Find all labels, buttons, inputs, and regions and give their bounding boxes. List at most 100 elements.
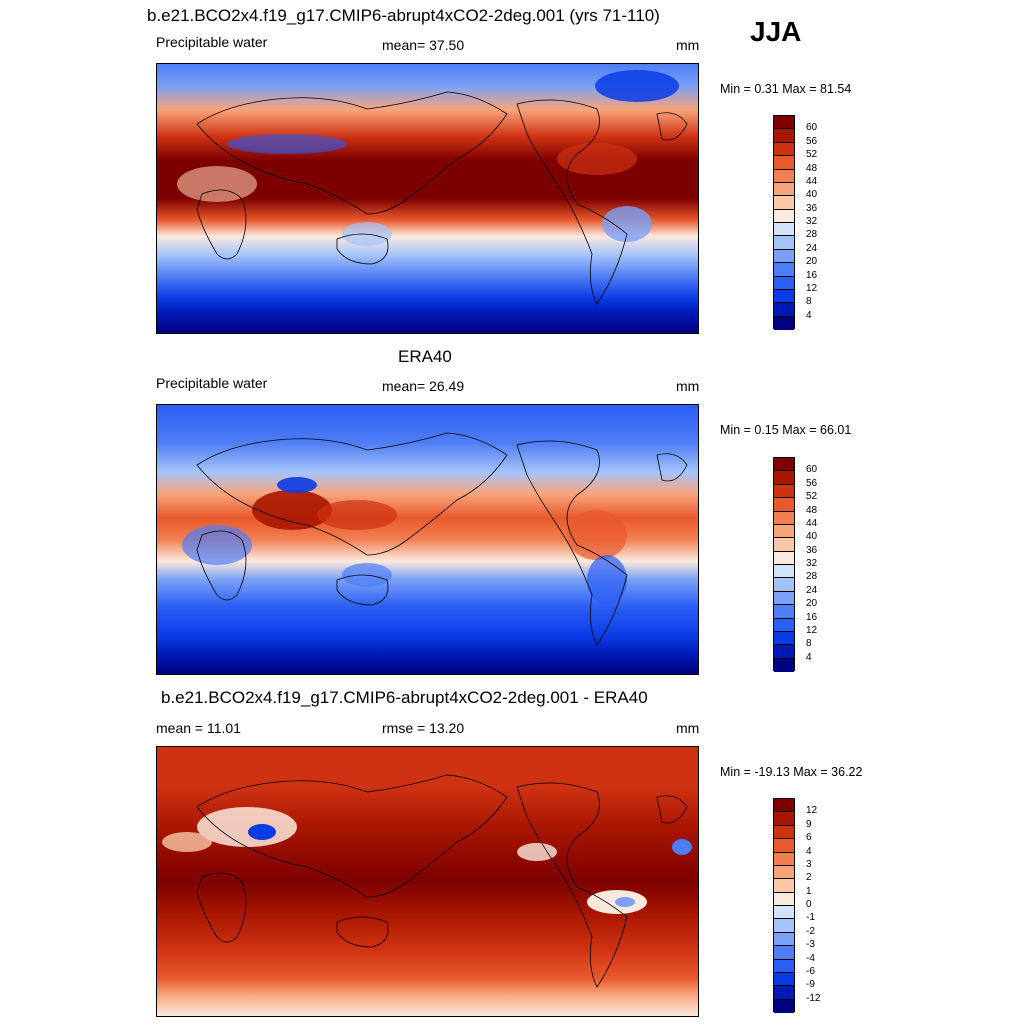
colorbar-swatch	[774, 999, 794, 1013]
colorbar-tick-label: 56	[806, 477, 818, 489]
colorbar-swatch	[774, 471, 794, 485]
colorbar-swatch	[774, 249, 794, 264]
colorbar-tick-label: 36	[806, 544, 818, 556]
colorbar-swatch	[774, 618, 794, 632]
panel1-colorbar	[773, 115, 795, 330]
panel2-mean-label: mean= 26.49	[382, 378, 465, 394]
colorbar-tick-label: 44	[806, 517, 818, 529]
colorbar-tick-label: 8	[806, 296, 812, 308]
colorbar-tick-label: 60	[806, 464, 818, 476]
colorbar-tick-label: 36	[806, 202, 818, 214]
colorbar-swatch	[774, 129, 794, 143]
colorbar-swatch	[774, 458, 794, 472]
panel2-units-label: mm	[676, 378, 700, 394]
colorbar-swatch	[774, 511, 794, 525]
colorbar-swatch	[774, 865, 794, 880]
colorbar-tick-label: 9	[806, 818, 812, 830]
panel1-mean-label: mean= 37.50	[382, 37, 465, 53]
colorbar-swatch	[774, 959, 794, 973]
colorbar-swatch	[774, 578, 794, 592]
colorbar-tick-label: 20	[806, 598, 818, 610]
panel2-map	[156, 404, 699, 675]
panel3-map	[156, 746, 699, 1017]
colorbar-tick-label: -6	[806, 965, 815, 977]
colorbar-swatch	[774, 879, 794, 893]
colorbar-swatch	[774, 223, 794, 237]
panel1-title: b.e21.BCO2x4.f19_g17.CMIP6-abrupt4xCO2-2…	[147, 6, 660, 25]
colorbar-tick-label: 4	[806, 651, 812, 663]
colorbar-tick-label: 24	[806, 584, 818, 596]
colorbar-tick-label: 44	[806, 175, 818, 187]
panel2-variable-label: Precipitable water	[156, 375, 268, 391]
colorbar-tick-label: -9	[806, 979, 815, 991]
colorbar-tick-label: 8	[806, 638, 812, 650]
colorbar-swatch	[774, 932, 794, 947]
colorbar-tick-label: 52	[806, 491, 818, 503]
colorbar-swatch	[774, 946, 794, 960]
panel3-units-label: mm	[676, 720, 700, 736]
colorbar-swatch	[774, 498, 794, 512]
colorbar-swatch	[774, 524, 794, 539]
colorbar-swatch	[774, 892, 794, 906]
panel3-rmse-label: rmse = 13.20	[382, 720, 465, 736]
colorbar-tick-label: 48	[806, 504, 818, 516]
colorbar-tick-label: -2	[806, 925, 815, 937]
colorbar-tick-label: 24	[806, 242, 818, 254]
colorbar-tick-label: 0	[806, 899, 812, 910]
colorbar-swatch	[774, 196, 794, 210]
colorbar-swatch	[774, 799, 794, 813]
colorbar-tick-label: 6	[806, 832, 812, 844]
colorbar-swatch	[774, 551, 794, 565]
panel1-units-label: mm	[676, 37, 700, 53]
colorbar-swatch	[774, 538, 794, 552]
colorbar-tick-label: 60	[806, 122, 818, 134]
colorbar-swatch	[774, 812, 794, 826]
colorbar-tick-label: 16	[806, 269, 818, 281]
colorbar-swatch	[774, 116, 794, 130]
colorbar-swatch	[774, 852, 794, 866]
colorbar-tick-label: 2	[806, 872, 812, 884]
colorbar-tick-label: 56	[806, 135, 818, 147]
colorbar-tick-label: 52	[806, 149, 818, 161]
panel3-minmax: Min = -19.13 Max = 36.22	[720, 765, 863, 779]
panel2-minmax: Min = 0.15 Max = 66.01	[720, 423, 852, 437]
colorbar-tick-label: 4	[806, 845, 812, 857]
panel3-mean-label: mean = 11.01	[156, 720, 241, 736]
colorbar-swatch	[774, 182, 794, 197]
panel3-title: b.e21.BCO2x4.f19_g17.CMIP6-abrupt4xCO2-2…	[161, 688, 648, 707]
colorbar-tick-label: -1	[806, 912, 815, 924]
colorbar-tick-label: 1	[806, 885, 812, 897]
colorbar-swatch	[774, 303, 794, 317]
panel1-variable-label: Precipitable water	[156, 34, 268, 50]
colorbar-tick-label: 28	[806, 229, 818, 241]
colorbar-tick-label: 32	[806, 558, 818, 569]
colorbar-tick-label: -12	[806, 992, 821, 1004]
panel3-colorbar	[773, 798, 795, 1013]
colorbar-swatch	[774, 645, 794, 659]
colorbar-swatch	[774, 631, 794, 646]
colorbar-tick-label: -3	[806, 939, 815, 951]
colorbar-swatch	[774, 972, 794, 987]
colorbar-tick-label: 12	[806, 805, 818, 817]
colorbar-swatch	[774, 825, 794, 840]
colorbar-swatch	[774, 839, 794, 853]
colorbar-tick-label: 4	[806, 309, 812, 321]
colorbar-swatch	[774, 142, 794, 157]
colorbar-tick-label: 16	[806, 611, 818, 623]
colorbar-tick-label: 40	[806, 531, 818, 543]
colorbar-swatch	[774, 906, 794, 920]
season-label: JJA	[750, 16, 802, 47]
colorbar-swatch	[774, 169, 794, 183]
colorbar-swatch	[774, 605, 794, 619]
colorbar-tick-label: 12	[806, 624, 818, 636]
colorbar-swatch	[774, 263, 794, 277]
colorbar-tick-label: 3	[806, 858, 812, 870]
colorbar-swatch	[774, 919, 794, 933]
colorbar-swatch	[774, 276, 794, 290]
colorbar-tick-label: 28	[806, 571, 818, 583]
colorbar-swatch	[774, 316, 794, 330]
colorbar-swatch	[774, 484, 794, 499]
colorbar-swatch	[774, 591, 794, 606]
colorbar-swatch	[774, 289, 794, 304]
panel2-title: ERA40	[398, 347, 452, 366]
